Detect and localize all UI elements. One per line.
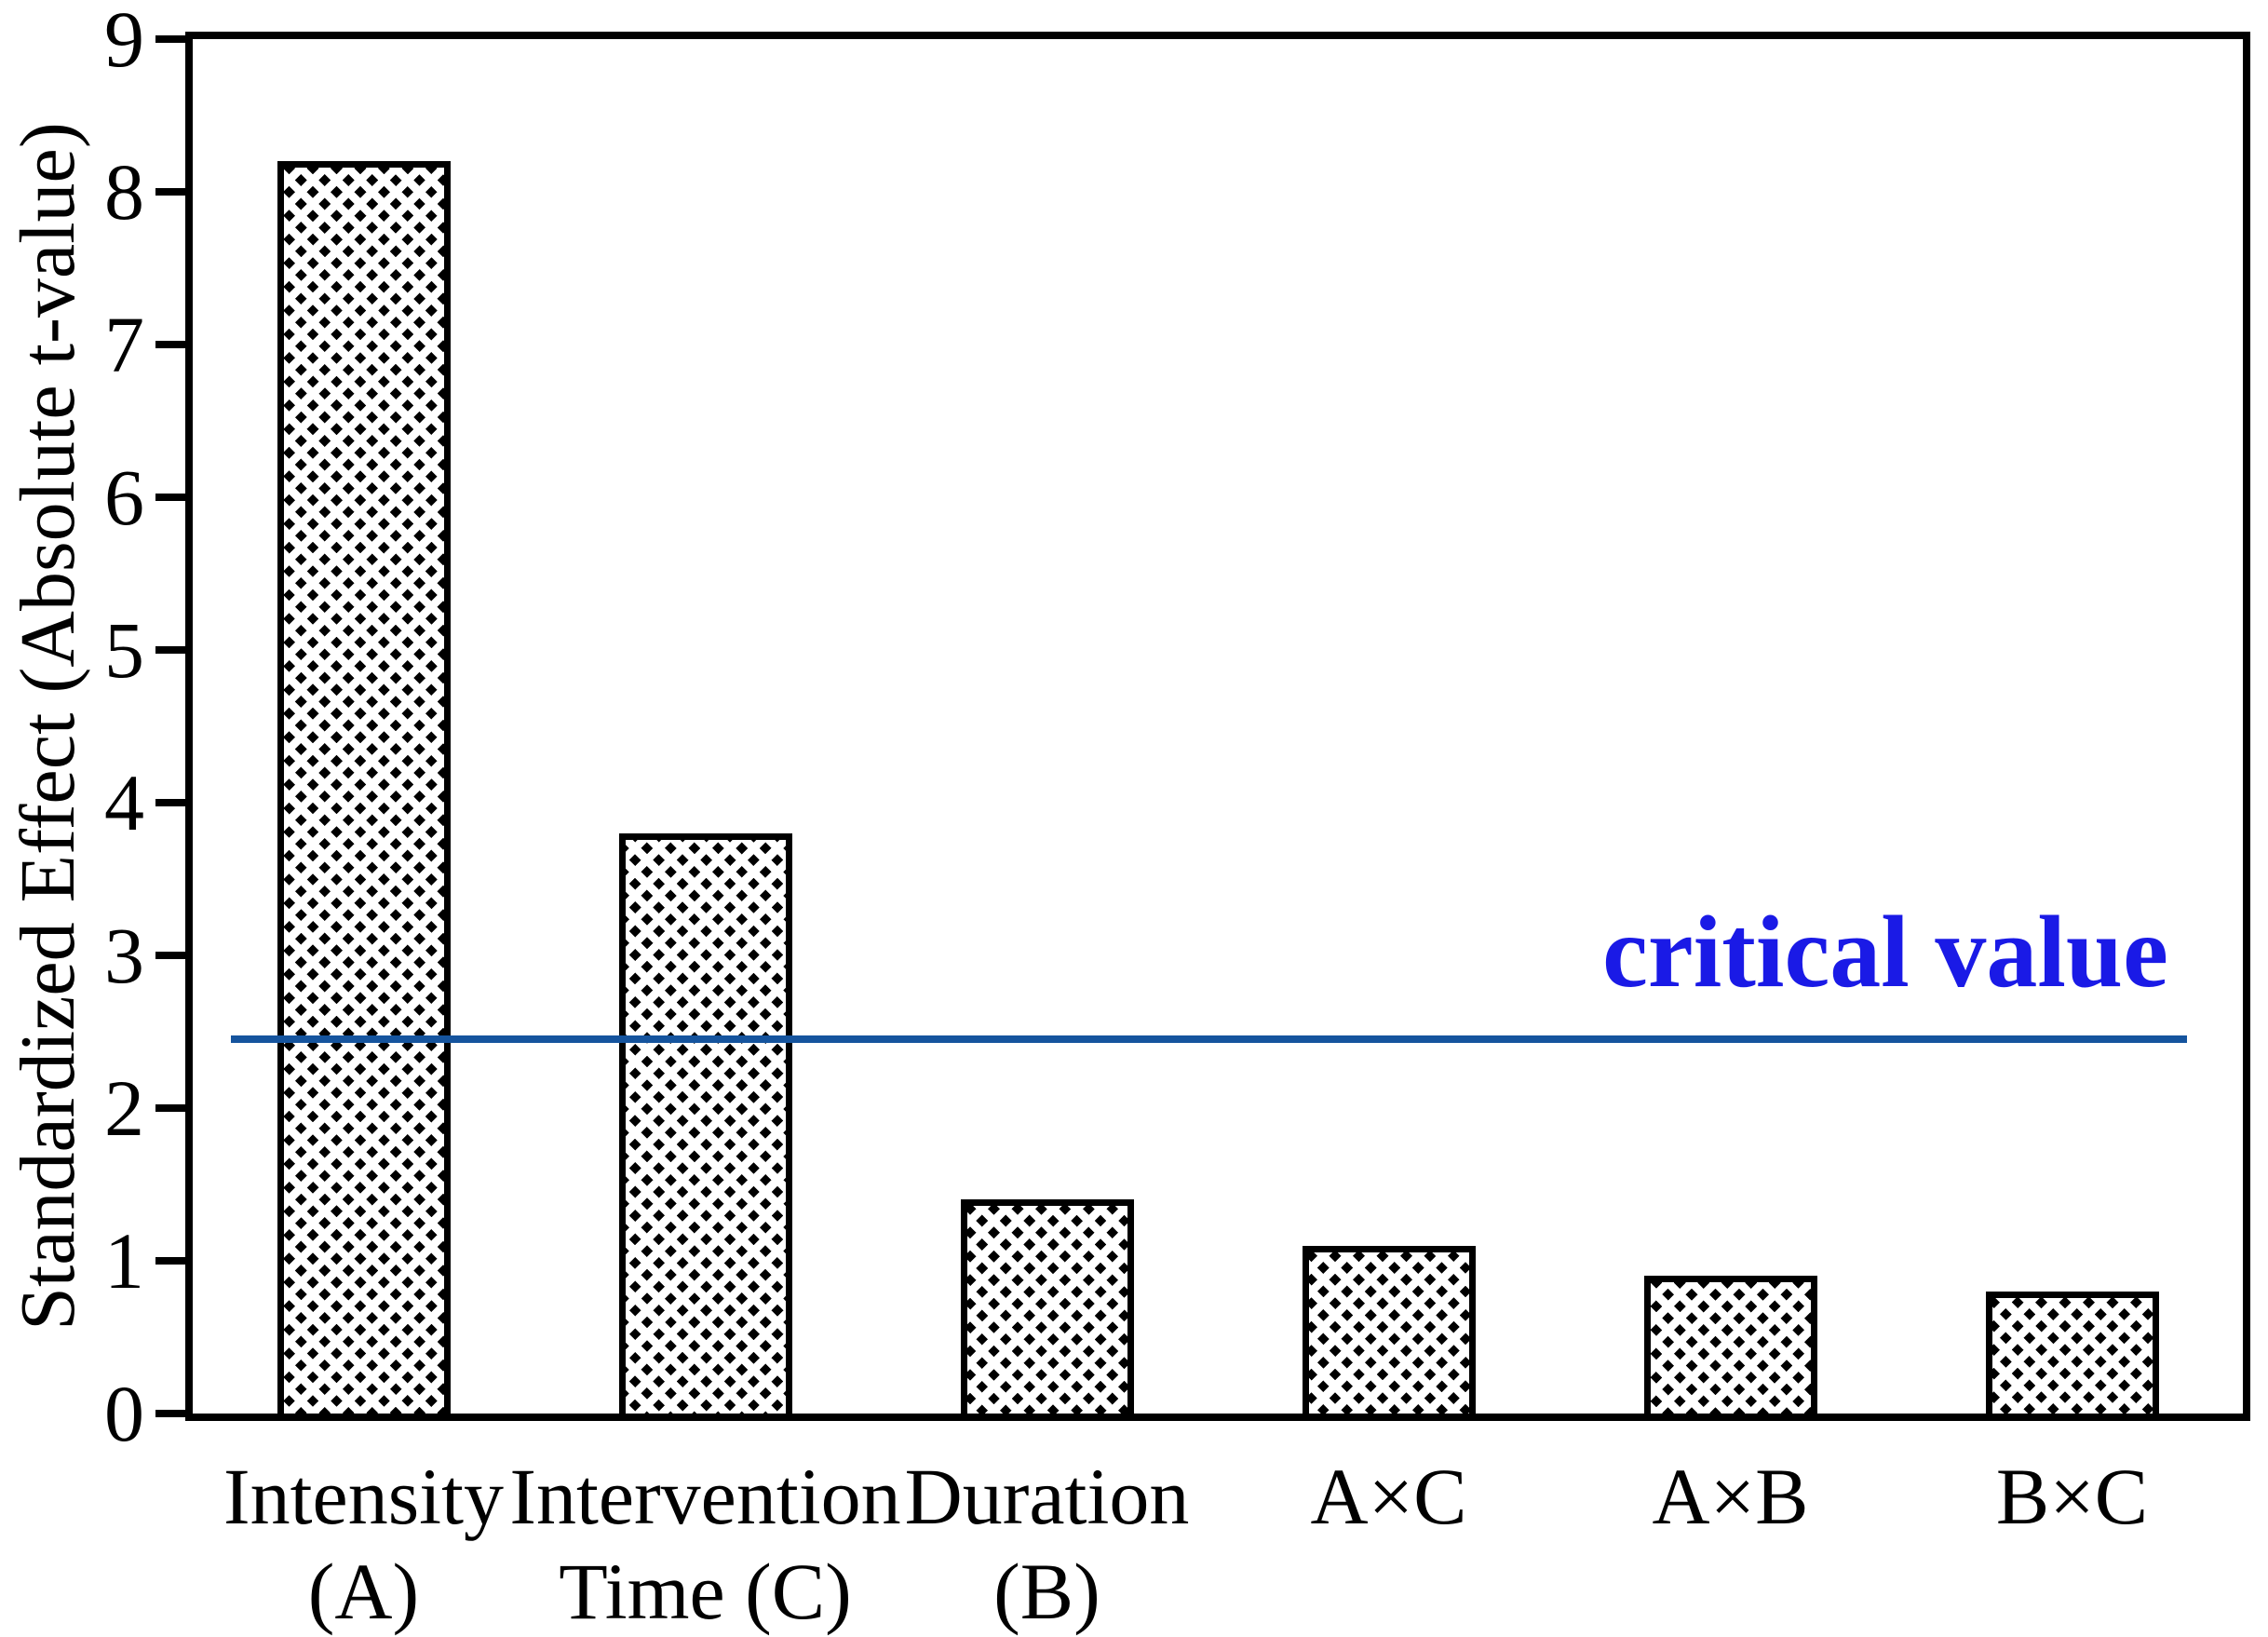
bar-intensity-a bbox=[277, 161, 451, 1414]
y-tick-label-6: 6 bbox=[104, 453, 144, 542]
y-tick-mark-5 bbox=[155, 646, 185, 654]
x-tick-label-line: Duration bbox=[904, 1452, 1190, 1541]
x-tick-label-line: A×B bbox=[1652, 1452, 1809, 1541]
y-tick-label-7: 7 bbox=[104, 300, 144, 389]
y-tick-mark-8 bbox=[155, 188, 185, 196]
y-tick-label-0: 0 bbox=[104, 1369, 144, 1458]
x-tick-label-a-c: A×C bbox=[1128, 1449, 1650, 1544]
y-tick-label-9: 9 bbox=[104, 0, 144, 84]
bar-duration-b bbox=[960, 1199, 1134, 1414]
x-tick-label-line: Time (C) bbox=[559, 1547, 852, 1636]
y-tick-mark-6 bbox=[155, 494, 185, 501]
bar-b-c bbox=[1985, 1291, 2159, 1414]
y-tick-label-2: 2 bbox=[104, 1063, 144, 1153]
y-tick-label-8: 8 bbox=[104, 147, 144, 237]
x-tick-label-intervention-time-c: Intervention Time (C) bbox=[445, 1449, 966, 1637]
y-tick-label-3: 3 bbox=[104, 911, 144, 1000]
x-tick-label-duration-b: Duration (B) bbox=[787, 1449, 1308, 1637]
critical-value-line bbox=[231, 1035, 2187, 1044]
y-tick-mark-3 bbox=[155, 952, 185, 959]
x-tick-label-line: Intervention bbox=[509, 1452, 901, 1541]
critical-value-label: critical value bbox=[1602, 895, 2168, 1008]
x-tick-label-line: Intensity bbox=[223, 1452, 504, 1541]
bar-a-b bbox=[1643, 1276, 1817, 1414]
bar-a-c bbox=[1302, 1245, 1476, 1414]
y-tick-label-4: 4 bbox=[104, 758, 144, 847]
y-tick-mark-0 bbox=[155, 1410, 185, 1417]
y-tick-mark-1 bbox=[155, 1257, 185, 1265]
y-tick-label-1: 1 bbox=[104, 1216, 144, 1306]
y-tick-mark-9 bbox=[155, 35, 185, 43]
y-tick-label-5: 5 bbox=[104, 605, 144, 695]
x-tick-label-line: B×C bbox=[1995, 1452, 2149, 1541]
x-tick-label-a-b: A×B bbox=[1470, 1449, 1991, 1544]
x-tick-label-line: (B) bbox=[993, 1547, 1100, 1636]
x-tick-label-b-c: B×C bbox=[1812, 1449, 2268, 1544]
y-tick-mark-2 bbox=[155, 1104, 185, 1112]
x-tick-label-intensity-a: Intensity (A) bbox=[103, 1449, 625, 1637]
x-tick-label-line: (A) bbox=[307, 1547, 420, 1636]
y-tick-mark-7 bbox=[155, 341, 185, 348]
y-axis-title: Standardized Effect (Absolute t-value) bbox=[5, 122, 91, 1331]
bar-intervention-time-c bbox=[618, 832, 792, 1414]
y-tick-mark-4 bbox=[155, 799, 185, 806]
x-tick-label-line: A×C bbox=[1310, 1452, 1467, 1541]
